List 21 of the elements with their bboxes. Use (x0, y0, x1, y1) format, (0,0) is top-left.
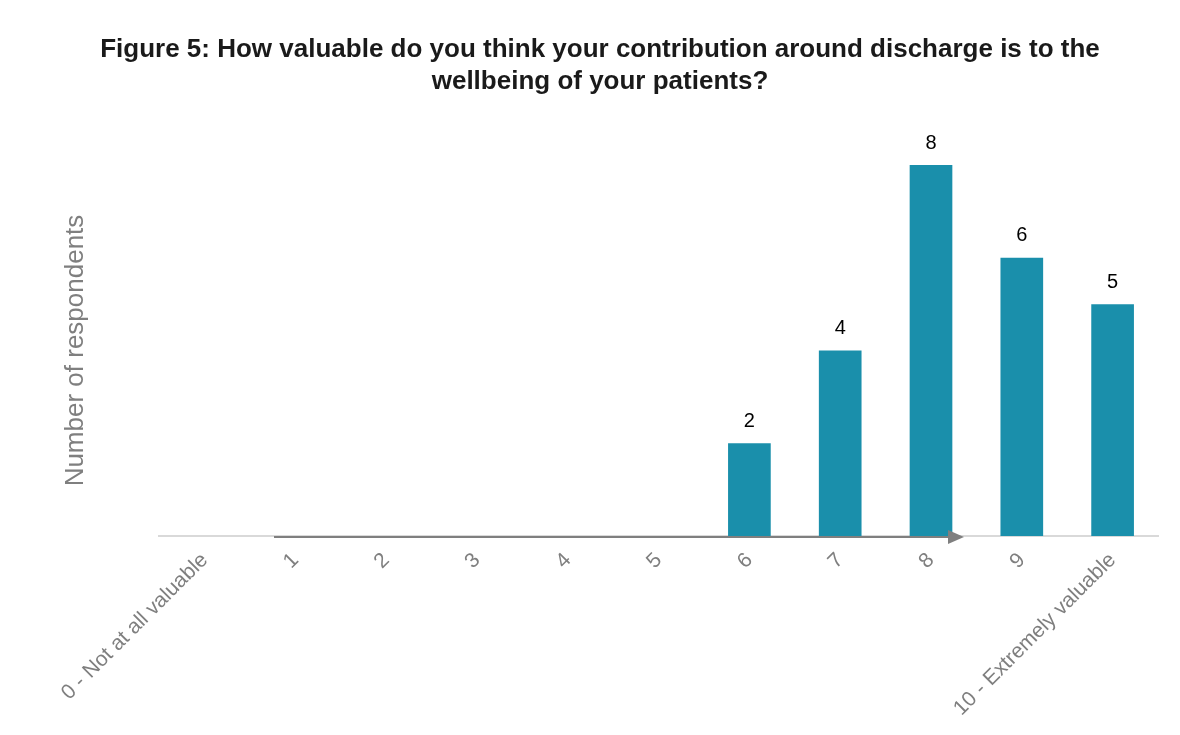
bar (909, 165, 953, 537)
data-label: 2 (743, 408, 755, 431)
x-tick-label: 7 (822, 547, 848, 573)
bar (728, 443, 771, 537)
x-tick-label: 5 (641, 547, 666, 573)
bar (818, 350, 862, 537)
x-tick-label: 1 (277, 547, 303, 573)
x-tick-label: 4 (550, 547, 575, 573)
bar (1091, 304, 1134, 537)
y-axis-title: Number of respondents (58, 214, 89, 487)
x-tick-label: 2 (368, 547, 394, 573)
data-label: 5 (1107, 269, 1119, 292)
x-tick-label: 6 (731, 547, 757, 573)
chart-title: Figure 5: How valuable do you think your contribution around discharge is to the wellbeing of your patients? (100, 32, 1100, 96)
x-tick-label: 3 (459, 547, 484, 573)
data-label: 4 (834, 316, 846, 339)
bar (1000, 257, 1044, 537)
data-label: 6 (1016, 223, 1028, 246)
x-tick-label: 8 (913, 547, 938, 573)
x-tick-label: 9 (1004, 547, 1029, 573)
data-label: 8 (925, 130, 937, 153)
